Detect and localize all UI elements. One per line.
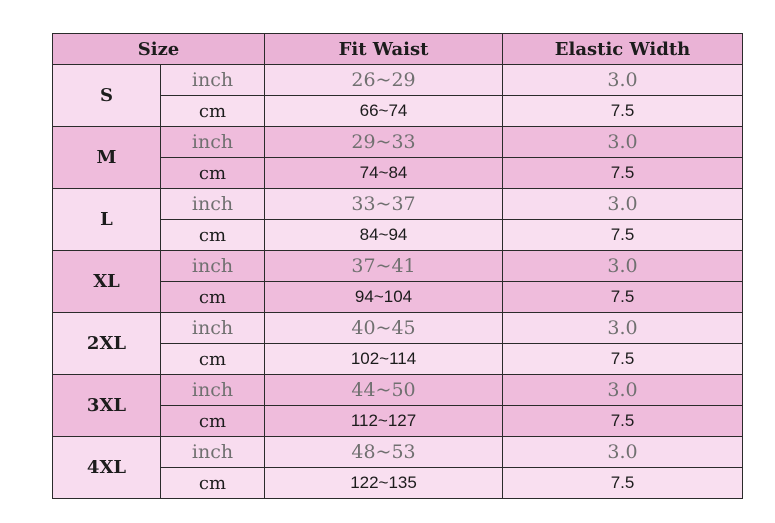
elastic-width-value: 3.0	[502, 126, 744, 158]
fit-waist-value: 26~29	[264, 64, 504, 96]
size-label: XL	[52, 250, 161, 313]
table-row: M inch 29~33 3.0	[52, 126, 744, 189]
elastic-width-value: 7.5	[502, 281, 744, 313]
header-elastic-width: Elastic Width	[502, 33, 744, 65]
elastic-width-value: 3.0	[502, 188, 744, 220]
table-row: 4XL inch 48~53 3.0	[52, 436, 744, 499]
table-row: XL inch 37~41 3.0	[52, 250, 744, 313]
unit-label: inch	[159, 126, 266, 158]
elastic-width-value: 3.0	[502, 374, 744, 406]
fit-waist-value: 48~53	[264, 436, 504, 468]
size-label: L	[52, 188, 161, 251]
unit-label: inch	[159, 436, 266, 468]
table-row: cm 84~94 7.5	[53, 219, 744, 251]
size-group-xl: XL inch 37~41 3.0 cm 94~104 7.5	[52, 250, 744, 313]
size-group-l: L inch 33~37 3.0 cm 84~94 7.5	[52, 188, 744, 251]
elastic-width-value: 7.5	[502, 405, 744, 437]
elastic-width-value: 3.0	[502, 250, 744, 282]
fit-waist-value: 37~41	[264, 250, 504, 282]
elastic-width-value: 3.0	[502, 64, 744, 96]
fit-waist-value: 74~84	[264, 157, 504, 189]
unit-label: inch	[159, 188, 266, 220]
elastic-width-value: 3.0	[502, 312, 744, 344]
header-row: Size Fit Waist Elastic Width	[51, 33, 744, 65]
unit-label: cm	[159, 467, 266, 499]
elastic-width-value: 7.5	[502, 95, 744, 127]
unit-label: cm	[159, 157, 266, 189]
fit-waist-value: 44~50	[264, 374, 504, 406]
fit-waist-value: 94~104	[264, 281, 504, 313]
fit-waist-value: 40~45	[264, 312, 504, 344]
unit-label: cm	[159, 95, 266, 127]
size-group-2xl: 2XL inch 40~45 3.0 cm 102~114 7.5	[52, 312, 744, 375]
elastic-width-value: 3.0	[502, 436, 744, 468]
unit-label: cm	[159, 343, 266, 375]
unit-label: inch	[159, 64, 266, 96]
fit-waist-value: 33~37	[264, 188, 504, 220]
size-label: 2XL	[52, 312, 161, 375]
fit-waist-value: 84~94	[264, 219, 504, 251]
table-row: 2XL inch 40~45 3.0	[52, 312, 744, 375]
unit-label: inch	[159, 374, 266, 406]
table-header: Size Fit Waist Elastic Width	[51, 33, 744, 65]
unit-label: inch	[159, 312, 266, 344]
size-group-s: S inch 26~29 3.0 cm 66~74 7.5	[52, 64, 744, 127]
table-row: cm 74~84 7.5	[53, 157, 744, 189]
header-fit-waist: Fit Waist	[264, 33, 504, 65]
size-table: Size Fit Waist Elastic Width S inch 26~2…	[51, 33, 744, 499]
size-label: S	[52, 64, 161, 127]
fit-waist-value: 122~135	[264, 467, 504, 499]
fit-waist-value: 102~114	[264, 343, 504, 375]
table-row: cm 102~114 7.5	[53, 343, 744, 375]
table-row: 3XL inch 44~50 3.0	[52, 374, 744, 437]
size-label: M	[52, 126, 161, 189]
table-row: cm 66~74 7.5	[53, 95, 744, 127]
size-chart: Size Fit Waist Elastic Width S inch 26~2…	[51, 33, 744, 499]
fit-waist-value: 112~127	[264, 405, 504, 437]
unit-label: inch	[159, 250, 266, 282]
fit-waist-value: 66~74	[264, 95, 504, 127]
elastic-width-value: 7.5	[502, 157, 744, 189]
size-group-3xl: 3XL inch 44~50 3.0 cm 112~127 7.5	[52, 374, 744, 437]
unit-label: cm	[159, 219, 266, 251]
table-row: cm 122~135 7.5	[53, 467, 744, 499]
fit-waist-value: 29~33	[264, 126, 504, 158]
size-group-m: M inch 29~33 3.0 cm 74~84 7.5	[52, 126, 744, 189]
unit-label: cm	[159, 281, 266, 313]
header-size: Size	[51, 33, 266, 65]
size-group-4xl: 4XL inch 48~53 3.0 cm 122~135 7.5	[52, 436, 744, 499]
table-row: cm 94~104 7.5	[53, 281, 744, 313]
elastic-width-value: 7.5	[502, 343, 744, 375]
elastic-width-value: 7.5	[502, 219, 744, 251]
size-label: 4XL	[52, 436, 161, 499]
elastic-width-value: 7.5	[502, 467, 744, 499]
table-row: L inch 33~37 3.0	[52, 188, 744, 251]
unit-label: cm	[159, 405, 266, 437]
size-label: 3XL	[52, 374, 161, 437]
table-row: S inch 26~29 3.0	[52, 64, 744, 127]
